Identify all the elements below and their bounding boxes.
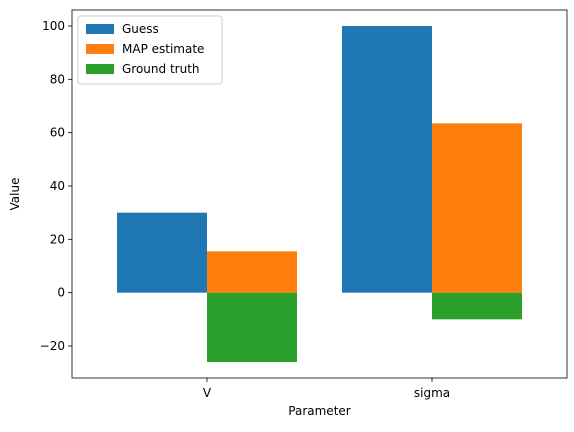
plot-frame <box>71 9 568 379</box>
bar-map-estimate-v <box>207 251 297 293</box>
legend: Guess MAP estimate Ground truth <box>77 15 223 85</box>
y-axis-title: Value <box>8 178 22 211</box>
bars-group <box>117 26 522 362</box>
y-tick-label: 20 <box>50 232 65 246</box>
legend-label-ground-truth: Ground truth <box>122 62 200 76</box>
bar-ground-truth-sigma <box>432 292 522 320</box>
y-tick-label: 100 <box>42 19 65 33</box>
legend-swatch-ground-truth <box>86 64 114 74</box>
y-tick-label: 0 <box>57 286 65 300</box>
y-axis: −20 0 20 40 60 80 100 <box>40 19 72 353</box>
y-tick-label: 60 <box>50 126 65 140</box>
x-tick-label-v: V <box>203 386 212 400</box>
bar-map-estimate-sigma <box>432 123 522 293</box>
legend-label-guess: Guess <box>122 22 159 36</box>
bar-guess-v <box>117 212 207 293</box>
bar-ground-truth-v <box>207 292 297 362</box>
bar-guess-sigma <box>342 26 432 293</box>
y-tick-label: 40 <box>50 179 65 193</box>
legend-swatch-guess <box>86 24 114 34</box>
y-tick-label: −20 <box>40 339 65 353</box>
x-tick-label-sigma: sigma <box>414 386 450 400</box>
y-tick-label: 80 <box>50 72 65 86</box>
x-axis-title: Parameter <box>288 404 350 418</box>
legend-label-map-estimate: MAP estimate <box>122 42 204 56</box>
legend-swatch-map-estimate <box>86 44 114 54</box>
